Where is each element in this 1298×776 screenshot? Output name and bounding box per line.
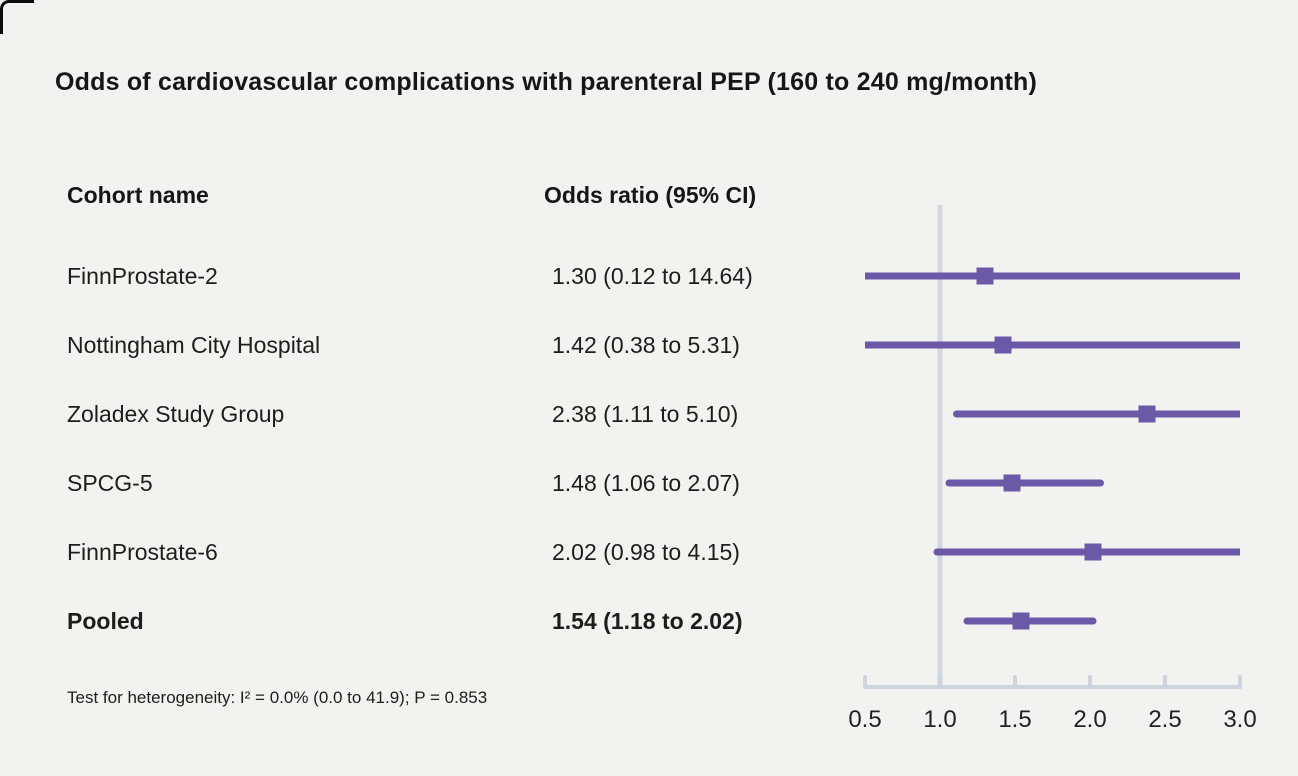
or-marker-4 <box>1084 543 1102 561</box>
or-marker-5 <box>1012 612 1030 630</box>
chart-title: Odds of cardiovascular complications wit… <box>55 68 1038 96</box>
heterogeneity-footnote: Test for heterogeneity: I² = 0.0% (0.0 t… <box>67 688 488 707</box>
row-value-pooled: 1.54 (1.18 to 2.02) <box>552 608 743 634</box>
ci-cap-high-3 <box>1097 479 1104 487</box>
axis-tick-label-0.5: 0.5 <box>848 706 882 733</box>
ci-cap-low-3 <box>945 479 953 487</box>
or-marker-0 <box>976 267 994 285</box>
row-value-spcg-5: 1.48 (1.06 to 2.07) <box>552 470 740 496</box>
window-corner-artifact <box>0 0 34 34</box>
row-value-finnprostate-6: 2.02 (0.98 to 4.15) <box>552 539 740 565</box>
ci-cap-low-2 <box>953 410 960 418</box>
axis-tick-label-2.5: 2.5 <box>1148 706 1182 733</box>
axis-tick-label-2.0: 2.0 <box>1073 706 1107 733</box>
or-marker-1 <box>994 336 1012 354</box>
column-header-odds-ratio: Odds ratio (95% CI) <box>544 182 757 208</box>
row-value-nottingham: 1.42 (0.38 to 5.31) <box>552 332 740 358</box>
row-value-finnprostate-2: 1.30 (0.12 to 14.64) <box>552 263 753 289</box>
ci-cap-high-5 <box>1089 617 1097 625</box>
axis-tick-label-1.5: 1.5 <box>998 706 1032 733</box>
ci-cap-low-5 <box>963 617 971 625</box>
row-label-nottingham: Nottingham City Hospital <box>67 332 321 358</box>
x-axis <box>863 675 1242 689</box>
row-label-pooled: Pooled <box>67 608 144 634</box>
or-marker-3 <box>1003 474 1021 492</box>
ci-cap-low-4 <box>933 548 941 556</box>
axis-tick-label-1.0: 1.0 <box>923 706 957 733</box>
row-label-spcg-5: SPCG-5 <box>67 470 153 496</box>
column-header-cohort: Cohort name <box>67 182 209 208</box>
row-label-zoladex: Zoladex Study Group <box>67 401 285 427</box>
axis-tick-label-3.0: 3.0 <box>1223 706 1257 733</box>
or-marker-2 <box>1138 405 1156 423</box>
row-label-finnprostate-6: FinnProstate-6 <box>67 539 218 565</box>
row-value-zoladex: 2.38 (1.11 to 5.10) <box>552 401 739 427</box>
row-label-finnprostate-2: FinnProstate-2 <box>67 263 218 289</box>
